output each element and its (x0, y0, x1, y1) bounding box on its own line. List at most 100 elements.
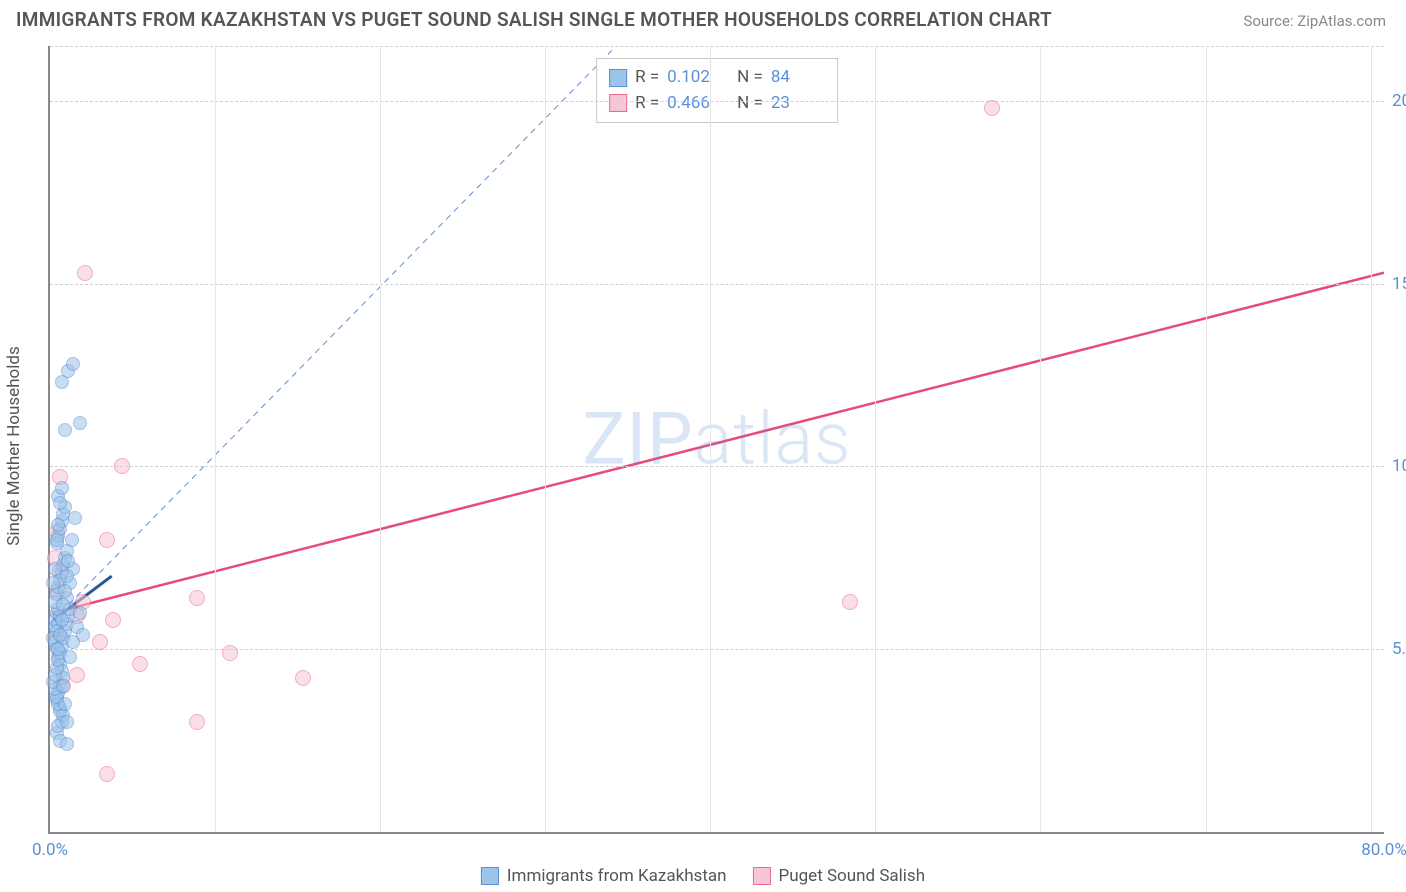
data-point-blue (46, 576, 60, 590)
data-point-blue (56, 631, 70, 645)
data-point-blue (48, 682, 62, 696)
data-point-pink (77, 265, 93, 281)
x-tick-label: 0.0% (32, 840, 68, 860)
data-point-blue (56, 708, 70, 722)
n-value-pink: 23 (771, 91, 823, 117)
legend-item-blue: Immigrants from Kazakhstan (481, 866, 727, 886)
r-label: R = (635, 91, 659, 117)
data-point-blue (53, 734, 67, 748)
series-name-blue: Immigrants from Kazakhstan (507, 866, 727, 886)
data-point-blue (55, 514, 69, 528)
data-point-blue (61, 364, 75, 378)
data-point-blue (50, 690, 64, 704)
data-point-pink (99, 532, 115, 548)
chart-title: IMMIGRANTS FROM KAZAKHSTAN VS PUGET SOUN… (16, 8, 1052, 31)
gridline-h (50, 46, 1384, 47)
data-point-blue (51, 650, 65, 664)
legend-item-pink: Puget Sound Salish (753, 866, 926, 886)
data-point-blue (53, 522, 67, 536)
gridline-v (380, 46, 381, 832)
data-point-blue (55, 639, 69, 653)
data-point-pink (189, 590, 205, 606)
y-tick-label: 20.0% (1392, 91, 1406, 111)
data-point-blue (68, 511, 82, 525)
series-name-pink: Puget Sound Salish (779, 866, 926, 886)
data-point-blue (48, 562, 62, 576)
data-point-blue (66, 635, 80, 649)
data-point-pink (75, 594, 91, 610)
data-point-blue (48, 668, 62, 682)
data-point-blue (53, 646, 67, 660)
data-point-pink (92, 634, 108, 650)
data-point-blue (53, 496, 67, 510)
r-value-pink: 0.466 (667, 91, 719, 117)
data-point-blue (48, 595, 62, 609)
series-legend: Immigrants from Kazakhstan Puget Sound S… (481, 866, 925, 886)
swatch-blue-icon (481, 867, 499, 885)
data-point-blue (70, 620, 84, 634)
gridline-v (1371, 46, 1372, 832)
gridline-v (1206, 46, 1207, 832)
correlation-legend: R = 0.102 N = 84 R = 0.466 N = 23 (596, 58, 838, 123)
data-point-blue (53, 628, 67, 642)
data-point-blue (63, 602, 77, 616)
data-point-blue (48, 613, 62, 627)
data-point-blue (63, 650, 77, 664)
data-point-blue (53, 701, 67, 715)
source-link[interactable]: ZipAtlas.com (1297, 12, 1386, 30)
gridline-v (710, 46, 711, 832)
data-point-blue (51, 489, 65, 503)
gridline-v (875, 46, 876, 832)
data-point-blue (66, 357, 80, 371)
data-point-blue (60, 591, 74, 605)
data-point-blue (56, 507, 70, 521)
data-point-blue (56, 558, 70, 572)
data-point-blue (60, 544, 74, 558)
data-point-blue (53, 657, 67, 671)
data-point-pink (132, 656, 148, 672)
data-point-blue (63, 576, 77, 590)
data-point-pink (50, 583, 66, 599)
data-point-blue (73, 416, 87, 430)
data-point-blue (51, 617, 65, 631)
trend-line (53, 273, 1384, 613)
data-point-pink (47, 550, 63, 566)
data-point-blue (50, 661, 64, 675)
data-point-blue (51, 686, 65, 700)
trend-line (53, 46, 616, 620)
data-point-pink (52, 469, 68, 485)
data-point-blue (55, 715, 69, 729)
data-point-blue (58, 584, 72, 598)
data-point-blue (51, 653, 65, 667)
data-point-blue (61, 554, 75, 568)
data-point-blue (56, 598, 70, 612)
scatter-plot: ZIPatlas R = 0.102 N = 84 R = 0.466 N = … (48, 46, 1384, 834)
data-point-pink (52, 564, 68, 580)
data-point-pink (105, 612, 121, 628)
y-tick-label: 10.0% (1392, 456, 1406, 476)
data-point-blue (58, 624, 72, 638)
gridline-v (545, 46, 546, 832)
data-point-blue (50, 533, 64, 547)
data-point-blue (60, 737, 74, 751)
data-point-blue (55, 664, 69, 678)
data-point-blue (73, 606, 87, 620)
data-point-pink (49, 524, 65, 540)
swatch-blue-icon (609, 69, 627, 87)
gridline-v (1040, 46, 1041, 832)
data-point-blue (50, 624, 64, 638)
data-point-blue (55, 565, 69, 579)
data-point-blue (61, 609, 75, 623)
data-point-blue (50, 536, 64, 550)
x-tick-label: 80.0% (1361, 840, 1406, 860)
data-point-blue (48, 635, 62, 649)
trend-line (53, 576, 111, 620)
data-point-blue (58, 551, 72, 565)
y-tick-label: 5.0% (1392, 639, 1406, 659)
data-point-blue (56, 679, 70, 693)
n-value-blue: 84 (771, 65, 823, 91)
data-point-pink (69, 608, 85, 624)
n-label: N = (737, 91, 763, 117)
r-label: R = (635, 65, 659, 91)
data-point-pink (189, 714, 205, 730)
